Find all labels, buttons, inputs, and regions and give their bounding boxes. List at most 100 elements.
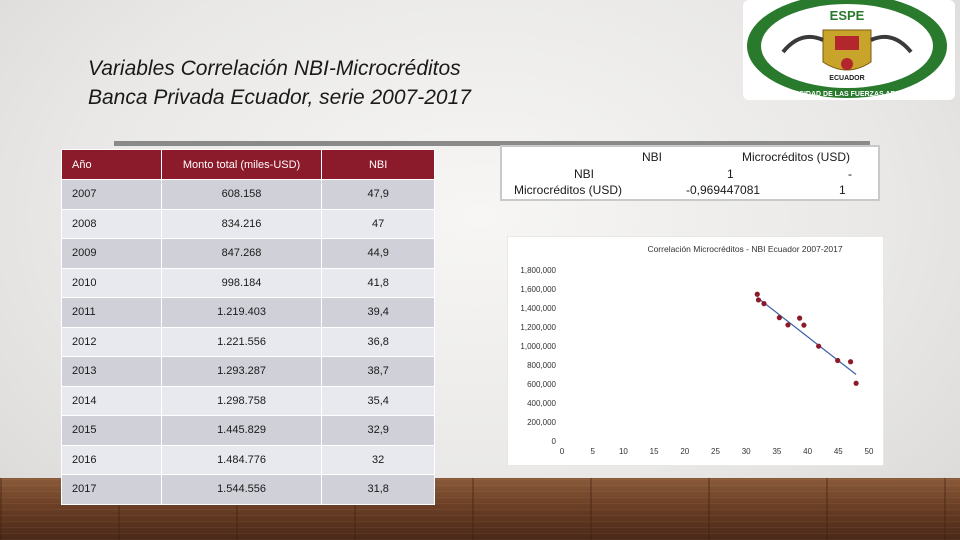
slide-title: Variables Correlación NBI-Microcréditos …	[88, 54, 471, 112]
header-amount: Monto total (miles-USD)	[160, 149, 323, 180]
table-row: 2015 1.445.829 32,9	[61, 415, 435, 446]
y-tick-label: 600,000	[527, 380, 556, 389]
y-tick-label: 1,400,000	[520, 304, 556, 313]
cell-amount: 1.445.829	[160, 415, 323, 446]
data-point	[761, 301, 767, 307]
svg-text:ECUADOR: ECUADOR	[829, 75, 864, 82]
divider-rule	[114, 141, 870, 146]
table-row: 2007 608.158 47,9	[61, 179, 435, 210]
table-row: 2008 834.216 47	[61, 208, 435, 239]
x-tick-label: 50	[865, 447, 874, 456]
svg-text:UNIVERSIDAD DE LAS FUERZAS ARM: UNIVERSIDAD DE LAS FUERZAS ARMADAS	[773, 91, 922, 98]
cell-nbi: 47,9	[321, 179, 435, 210]
corr-v11: 1	[727, 167, 734, 181]
header-nbi: NBI	[321, 149, 435, 180]
cell-nbi: 35,4	[321, 385, 435, 416]
cell-amount: 834.216	[160, 208, 323, 239]
x-tick-label: 25	[711, 447, 720, 456]
data-table: Año Monto total (miles-USD) NBI 2007 608.…	[61, 149, 435, 505]
scatter-chart: Correlación Microcréditos - NBI Ecuador …	[507, 236, 884, 466]
y-tick-label: 1,800,000	[520, 266, 556, 275]
cell-nbi: 36,8	[321, 326, 435, 357]
cell-amount: 998.184	[160, 267, 323, 298]
data-point	[835, 357, 841, 364]
cell-year: 2013	[61, 356, 162, 387]
table-row: 2010 998.184 41,8	[61, 267, 435, 298]
cell-nbi: 41,8	[321, 267, 435, 298]
cell-nbi: 31,8	[321, 474, 435, 505]
data-point	[797, 315, 803, 321]
cell-year: 2010	[61, 267, 162, 298]
cell-nbi: 38,7	[321, 356, 435, 387]
corr-v22: 1	[839, 183, 846, 197]
cell-year: 2009	[61, 238, 162, 269]
cell-amount: 1.298.758	[160, 385, 323, 416]
chart-title: Correlación Microcréditos - NBI Ecuador …	[647, 244, 842, 254]
cell-year: 2016	[61, 444, 162, 475]
x-tick-label: 15	[650, 447, 659, 456]
cell-year: 2011	[61, 297, 162, 328]
espe-logo: ESPE ECUADOR UNIVERSIDAD DE LAS FUERZAS …	[743, 0, 955, 100]
y-tick-label: 0	[552, 437, 557, 446]
data-point	[847, 359, 854, 365]
data-point	[776, 315, 782, 321]
table-row: 2011 1.219.403 39,4	[61, 297, 435, 328]
table-row: 2009 847.268 44,9	[61, 238, 435, 269]
cell-amount: 608.158	[160, 179, 323, 210]
table-header-row: Año Monto total (miles-USD) NBI	[61, 149, 435, 180]
x-tick-label: 0	[560, 447, 565, 456]
header-year: Año	[61, 149, 162, 180]
cell-year: 2012	[61, 326, 162, 357]
cell-amount: 847.268	[160, 238, 323, 269]
y-tick-label: 1,600,000	[520, 285, 556, 294]
corr-v21: -0,969447081	[686, 183, 761, 197]
x-tick-label: 5	[590, 447, 595, 456]
correlation-matrix: NBI Microcréditos (USD) NBI 1 - Microcré…	[500, 145, 880, 201]
x-tick-label: 20	[680, 447, 689, 456]
cell-year: 2017	[61, 474, 162, 505]
x-tick-label: 35	[772, 447, 781, 456]
cell-year: 2014	[61, 385, 162, 416]
data-point	[853, 380, 859, 386]
corr-row-micro: Microcréditos (USD)	[514, 183, 623, 197]
data-point	[785, 322, 791, 328]
cell-nbi: 39,4	[321, 297, 435, 328]
table-row: 2016 1.484.776 32	[61, 444, 435, 475]
table-row: 2013 1.293.287 38,7	[61, 356, 435, 387]
y-tick-label: 200,000	[527, 418, 556, 427]
y-tick-label: 400,000	[527, 399, 556, 408]
cell-nbi: 47	[321, 208, 435, 239]
data-point	[816, 343, 822, 349]
svg-text:ESPE: ESPE	[830, 8, 865, 23]
cell-amount: 1.544.556	[160, 474, 323, 505]
cell-amount: 1.293.287	[160, 356, 323, 387]
title-line-2: Banca Privada Ecuador, serie 2007-2017	[88, 86, 471, 109]
table-row: 2017 1.544.556 31,8	[61, 474, 435, 505]
y-tick-label: 800,000	[527, 361, 556, 370]
cell-amount: 1.221.556	[160, 326, 323, 357]
cell-amount: 1.484.776	[160, 444, 323, 475]
cell-nbi: 44,9	[321, 238, 435, 269]
y-tick-label: 1,000,000	[520, 342, 556, 351]
cell-nbi: 32,9	[321, 415, 435, 446]
x-tick-label: 10	[619, 447, 628, 456]
data-point	[754, 291, 760, 297]
y-tick-label: 1,200,000	[520, 323, 556, 332]
corr-row-nbi: NBI	[574, 167, 595, 181]
x-tick-label: 45	[834, 447, 843, 456]
table-row: 2014 1.298.758 35,4	[61, 385, 435, 416]
cell-year: 2015	[61, 415, 162, 446]
data-point	[801, 322, 807, 328]
cell-amount: 1.219.403	[160, 297, 323, 328]
table-row: 2012 1.221.556 36,8	[61, 326, 435, 357]
corr-v12: -	[848, 167, 852, 181]
cell-year: 2007	[61, 179, 162, 210]
x-tick-label: 30	[742, 447, 751, 456]
x-tick-label: 40	[803, 447, 812, 456]
title-line-1: Variables Correlación NBI-Microcréditos	[88, 57, 461, 80]
data-point	[755, 297, 762, 303]
cell-nbi: 32	[321, 444, 435, 475]
cell-year: 2008	[61, 208, 162, 239]
corr-col-micro: Microcréditos (USD)	[742, 150, 851, 164]
corr-col-nbi: NBI	[642, 150, 663, 164]
